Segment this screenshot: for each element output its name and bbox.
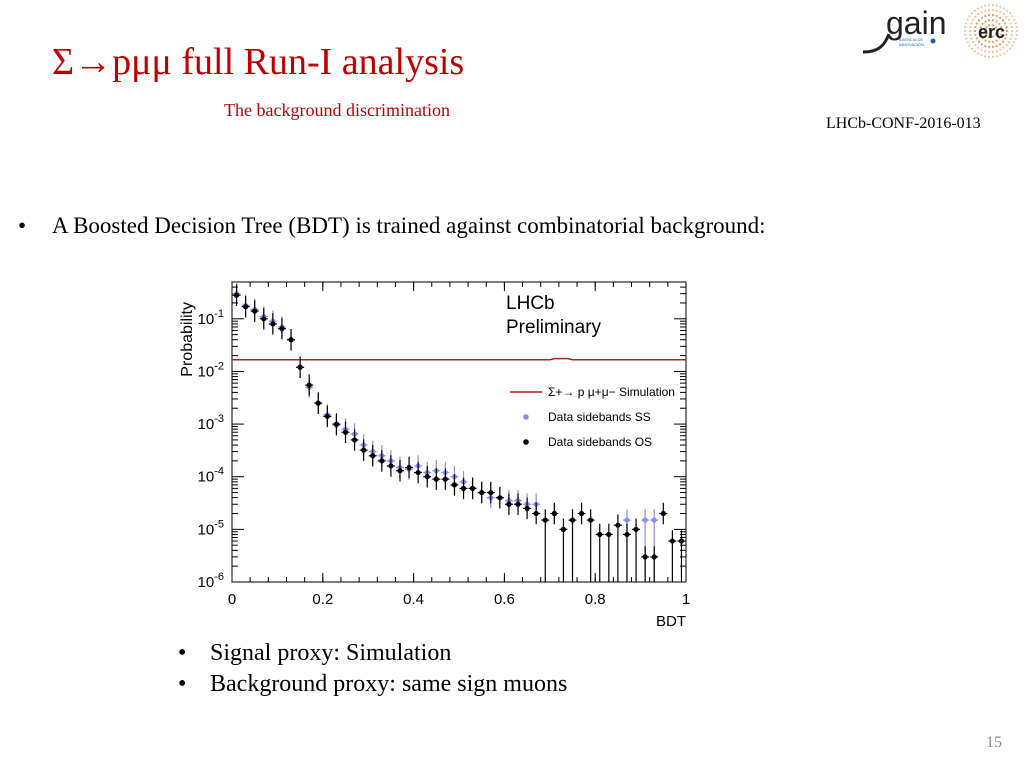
data-os-point (615, 522, 621, 528)
data-os-point (533, 510, 539, 517)
data-os-point (460, 485, 467, 491)
data-os-point (588, 517, 594, 523)
lhcb-annotation: Preliminary (506, 317, 602, 338)
legend-entry-label: Data sidebands OS (548, 435, 652, 449)
data-os-point (560, 526, 567, 532)
sub-bullet-signal: • Signal proxy: Simulation (178, 638, 567, 669)
data-os-point (606, 531, 612, 538)
data-os-point (270, 321, 276, 327)
data-os-point (660, 510, 666, 517)
data-os-point (578, 510, 585, 517)
legend-point-marker (523, 439, 529, 445)
data-os-point (669, 538, 675, 544)
bdt-chart-svg: 0 0.2 0.4 0.6 0.8 1 10-6 10-5 10-4 10-3 10-2 10-1 BD… (179, 281, 690, 630)
legend-entry-label: Data sidebands SS (548, 410, 651, 424)
gain-erc-logo: gain AXENCIA DE INNOVACIÓN erc (858, 0, 1024, 62)
data-os-point (479, 489, 485, 496)
data-os-point (297, 364, 303, 370)
data-os-point (243, 304, 249, 310)
data-os-point (252, 308, 258, 314)
data-os-point (424, 474, 430, 480)
legend-point-marker (523, 414, 529, 420)
data-os-point (279, 326, 285, 332)
data-os-point (342, 429, 349, 435)
logo-swoosh-icon (862, 33, 891, 54)
page-number: 15 (986, 734, 1002, 751)
sub-bullet-background: • Background proxy: same sign muons (178, 669, 567, 700)
data-os-point (488, 489, 494, 496)
lhcb-annotation: LHCb (506, 293, 555, 314)
y-tick-label: 10-1 (198, 308, 224, 328)
x-tick-label: 0.2 (312, 591, 333, 608)
data-os-point (370, 453, 376, 459)
data-ss-point (624, 517, 630, 523)
data-os-point (497, 495, 503, 501)
data-os-point (506, 501, 512, 507)
data-ss-point (651, 517, 657, 523)
data-os-point (442, 476, 448, 482)
data-os-point (397, 468, 403, 474)
series-simulation-line (232, 357, 686, 361)
data-os-point (515, 501, 521, 507)
data-os-point (678, 538, 685, 544)
data-os-point (288, 337, 294, 343)
y-tick-label: 10-3 (198, 413, 224, 433)
bullet-icon: • (18, 213, 27, 238)
sub-bullet-list: • Signal proxy: Simulation • Background pr… (178, 638, 567, 700)
y-tick-label: 10-4 (198, 466, 224, 486)
data-os-point (524, 505, 530, 512)
bullet-icon: • (178, 640, 187, 666)
page-subtitle: The background discrimination (224, 100, 450, 120)
plot-area (232, 282, 686, 582)
data-os-point (406, 464, 412, 471)
data-os-point (651, 554, 657, 560)
data-os-point (569, 517, 576, 523)
logo-tagline-1: AXENCIA DE (899, 37, 923, 42)
x-tick-label: 0.4 (403, 591, 424, 608)
data-os-point (361, 447, 367, 453)
y-tick-label: 10-2 (198, 360, 224, 380)
data-os-point (551, 510, 557, 517)
bdt-chart: 0 0.2 0.4 0.6 0.8 1 10-6 10-5 10-4 10-3 10-2 10-1 BD… (170, 270, 700, 640)
data-os-point (624, 531, 630, 538)
data-os-point (324, 413, 330, 419)
page-title: Σ→pμμ full Run-I analysis (52, 41, 465, 83)
x-axis-label: BDT (656, 613, 686, 630)
data-os-point (451, 482, 458, 488)
erc-emblem-icon (963, 4, 1019, 59)
x-tick-label: 0.6 (494, 591, 515, 608)
data-os-point (261, 316, 267, 322)
main-bullet: • A Boosted Decision Tree (BDT) is traine… (18, 213, 766, 239)
legend-entry-label: Σ+→ p μ+μ− Simulation (548, 385, 675, 399)
logo-tagline-2: INNOVACIÓN (899, 42, 924, 47)
data-os-point (379, 458, 385, 464)
data-os-point (597, 531, 603, 538)
x-tick-label: 0.8 (585, 591, 606, 608)
data-os-point (433, 476, 439, 482)
x-tick-label: 1 (682, 591, 690, 608)
data-os-point (333, 421, 340, 427)
bullet-icon: • (178, 671, 187, 697)
data-os-point (306, 382, 312, 388)
y-tick-label: 10-6 (198, 571, 224, 591)
data-os-point (388, 463, 394, 469)
data-os-point (233, 292, 240, 298)
y-axis-label: Probability (179, 302, 196, 377)
x-tick-label: 0 (228, 591, 236, 608)
y-tick-label: 10-5 (198, 518, 224, 538)
data-os-point (415, 469, 421, 476)
data-os-point (633, 526, 639, 532)
main-bullet-text: A Boosted Decision Tree (BDT) is trained… (52, 213, 766, 238)
data-ss-point (642, 517, 648, 523)
data-os-point (470, 485, 476, 491)
data-os-point (642, 554, 648, 560)
logo-gain-text: gain (886, 5, 947, 41)
logo-dot-icon (930, 38, 936, 44)
reference-label: LHCb-CONF-2016-013 (826, 115, 981, 132)
data-os-point (351, 437, 358, 443)
data-os-point (542, 517, 548, 523)
logo-erc-text: erc (978, 22, 1005, 42)
data-os-point (315, 400, 321, 406)
